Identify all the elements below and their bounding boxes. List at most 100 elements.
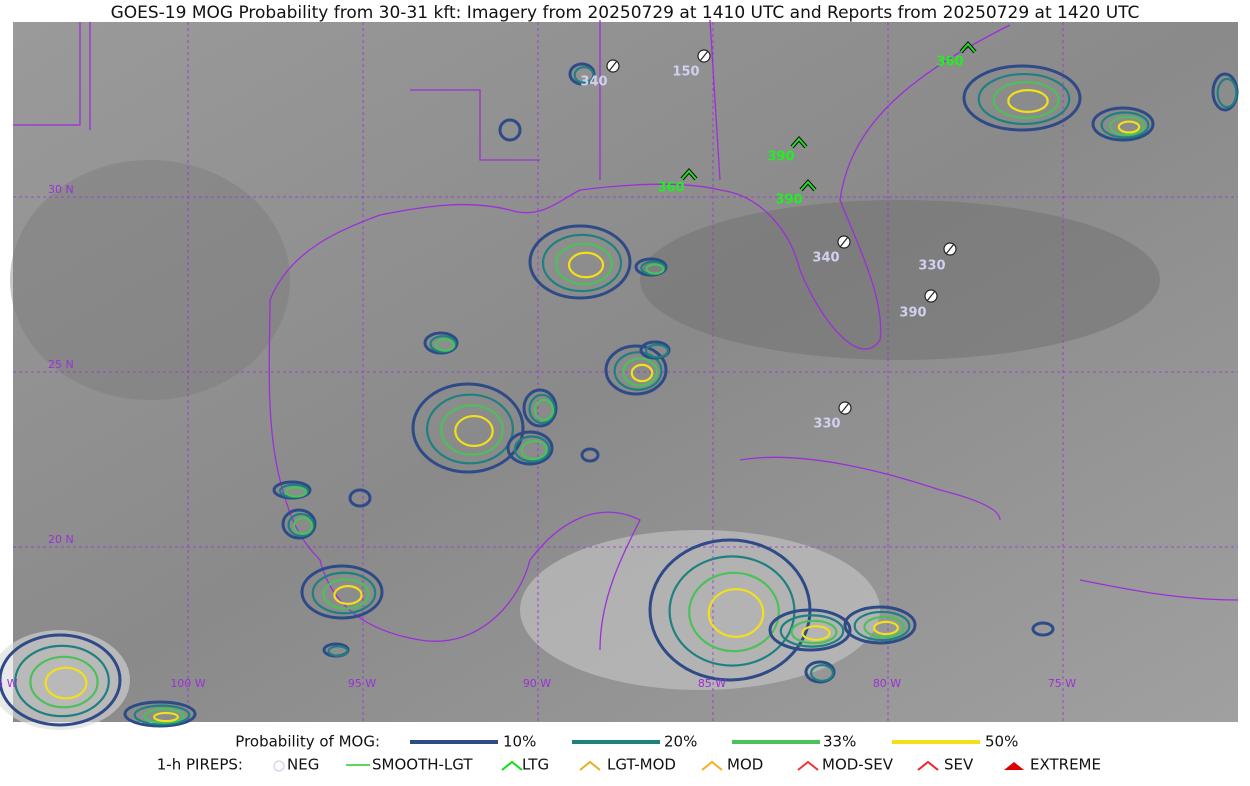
contour bbox=[311, 571, 377, 615]
contour bbox=[513, 435, 551, 463]
contour bbox=[333, 585, 363, 605]
report-label: 330 bbox=[813, 417, 840, 432]
contour bbox=[348, 488, 372, 508]
contour bbox=[804, 660, 836, 684]
contour bbox=[1031, 621, 1055, 637]
legend-label: 50% bbox=[985, 733, 1018, 751]
contour bbox=[29, 655, 99, 709]
contour bbox=[768, 608, 852, 652]
neg-icon bbox=[839, 236, 849, 248]
contour bbox=[779, 614, 845, 648]
contour bbox=[300, 564, 384, 620]
contour bbox=[688, 571, 780, 653]
legend-symbol bbox=[701, 760, 723, 771]
contour bbox=[645, 263, 665, 275]
legend-label: MOD-SEV bbox=[822, 756, 894, 774]
contour bbox=[498, 118, 522, 142]
contour bbox=[790, 619, 838, 645]
contour bbox=[44, 666, 88, 700]
legend-symbol bbox=[797, 760, 819, 771]
contour bbox=[962, 64, 1082, 132]
legend-label: 10% bbox=[503, 733, 536, 751]
neg-icon bbox=[926, 290, 936, 302]
legend-label: SMOOTH-LGT bbox=[372, 756, 473, 774]
contour bbox=[604, 344, 668, 396]
legend-label: MOD bbox=[727, 756, 763, 774]
contour bbox=[522, 388, 558, 428]
legend-label: EXTREME bbox=[1030, 756, 1101, 774]
neg-icon bbox=[840, 402, 850, 414]
report-label: 390 bbox=[899, 306, 926, 321]
contour bbox=[707, 588, 765, 638]
contour bbox=[622, 357, 658, 387]
lat-label: 25 N bbox=[48, 358, 74, 371]
legend-label: LGT-MOD bbox=[607, 756, 676, 774]
contour bbox=[1117, 120, 1141, 134]
contour bbox=[284, 486, 308, 498]
legend-symbol bbox=[1004, 762, 1024, 770]
contour bbox=[287, 512, 315, 538]
contour bbox=[133, 704, 191, 726]
contour bbox=[872, 620, 899, 636]
contour bbox=[863, 615, 905, 639]
contour bbox=[809, 664, 835, 682]
legend-label: SEV bbox=[944, 756, 974, 774]
lon-label: 80 W bbox=[873, 677, 901, 690]
contour bbox=[843, 605, 917, 645]
contour bbox=[143, 708, 185, 724]
contour bbox=[423, 331, 459, 355]
contour bbox=[506, 430, 554, 466]
contour bbox=[554, 242, 614, 286]
contour bbox=[1007, 89, 1049, 113]
neg-icon bbox=[945, 243, 955, 255]
report-label: 360 bbox=[657, 181, 684, 196]
legend-title: Probability of MOG: bbox=[235, 733, 380, 751]
contour bbox=[429, 335, 457, 353]
contour bbox=[580, 447, 600, 463]
report-label: 340 bbox=[812, 251, 839, 266]
contour bbox=[411, 382, 525, 474]
contour bbox=[1100, 111, 1150, 139]
contour bbox=[528, 393, 556, 425]
lon-label: 100 W bbox=[170, 677, 205, 690]
legend-symbol bbox=[579, 760, 601, 771]
contour bbox=[528, 224, 632, 300]
report-label: 360 bbox=[936, 55, 963, 70]
report-label: 390 bbox=[775, 193, 802, 208]
legend-symbol bbox=[917, 760, 939, 771]
lat-label: 20 N bbox=[48, 533, 74, 546]
contour bbox=[440, 404, 504, 456]
contour bbox=[0, 633, 122, 727]
contour bbox=[322, 578, 370, 610]
contour bbox=[14, 644, 110, 718]
neg-icon bbox=[608, 60, 618, 72]
contour bbox=[567, 251, 605, 279]
lon-label: 85 W bbox=[698, 677, 726, 690]
contour bbox=[533, 398, 555, 422]
contour bbox=[292, 517, 314, 535]
graticule bbox=[13, 22, 1238, 722]
graticule-labels: 30 N 25 N 20 N 105 W 100 W 95 W 90 W 85 W 80 W 75… bbox=[0, 183, 1076, 690]
contour bbox=[1216, 77, 1238, 109]
ltg-icon bbox=[800, 180, 816, 191]
contour bbox=[426, 393, 515, 465]
contour bbox=[123, 700, 197, 728]
contour bbox=[1109, 115, 1145, 137]
pireps: 340 150 360 390 360 390 340 330 390 330 bbox=[580, 40, 977, 432]
report-label: 330 bbox=[918, 259, 945, 274]
lat-label: 30 N bbox=[48, 183, 74, 196]
legend-title: 1-h PIREPS: bbox=[157, 756, 243, 774]
contour bbox=[520, 439, 548, 461]
report-label: 150 bbox=[672, 65, 699, 80]
contour bbox=[801, 625, 831, 641]
legend-label: LTG bbox=[522, 756, 549, 774]
legend: Probability of MOG: 1-h PIREPS: 10% 20% 33… bbox=[157, 733, 1101, 774]
contour bbox=[454, 414, 494, 448]
lon-label: 75 W bbox=[1048, 677, 1076, 690]
neg-icon bbox=[699, 50, 709, 62]
contour bbox=[434, 338, 456, 352]
contour bbox=[541, 233, 623, 293]
legend-symbol bbox=[501, 760, 523, 771]
report-label: 390 bbox=[767, 150, 794, 165]
lon-label: 90 W bbox=[523, 677, 551, 690]
